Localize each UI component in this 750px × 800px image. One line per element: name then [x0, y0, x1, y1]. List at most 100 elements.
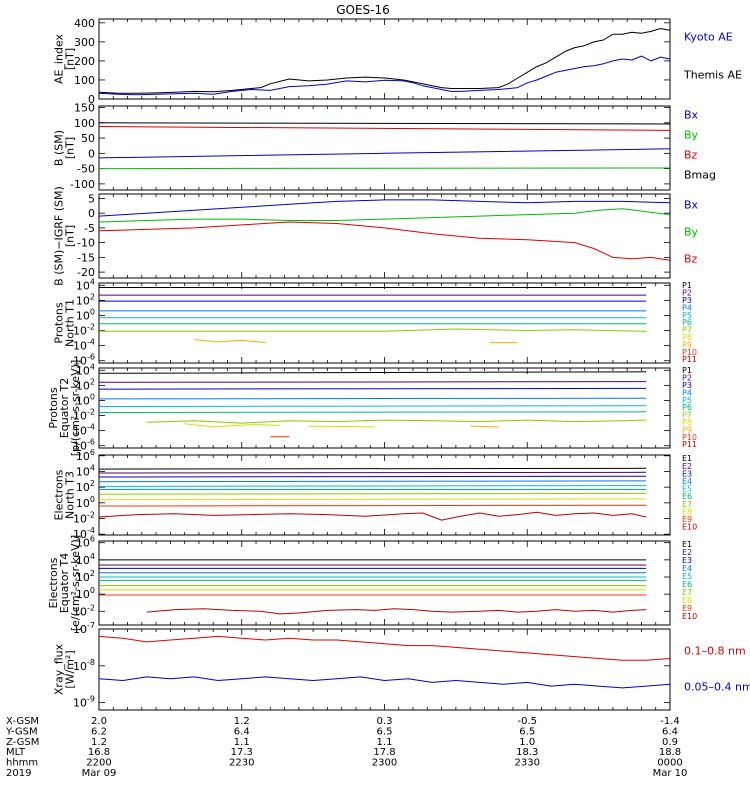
legend-entry-bx: Bx: [684, 198, 699, 211]
y-tick-label: -100: [70, 178, 95, 191]
x-axis-value: 18.8: [659, 747, 681, 758]
y-tick-label: 10-7: [73, 621, 95, 636]
x-axis-value: 0.3: [377, 716, 393, 727]
legend-entry-p3: P3: [682, 296, 692, 305]
y-tick-label: 0: [88, 93, 95, 106]
panel-frame: [98, 367, 671, 449]
x-axis-value: 6.4: [234, 726, 250, 737]
y-tick-label: 100: [76, 495, 95, 510]
y-axis-label: ElectronsEquator T4[e/(cm²-s-sr-keV)]: [47, 535, 82, 631]
x-axis-value: 6.2: [91, 726, 107, 737]
legend-entry-e4: E4: [682, 477, 692, 486]
y-tick-label-exponent: 4: [90, 552, 95, 561]
y-tick-label: 10-4: [73, 423, 95, 438]
y-tick-label: 10-2: [73, 511, 95, 526]
series-line-p7: [146, 419, 647, 424]
x-axis-value: 6.5: [519, 726, 535, 737]
legend-entry-e9: E9: [682, 604, 692, 613]
legend-entry-e2: E2: [682, 462, 692, 471]
series-line-by: [98, 208, 671, 223]
y-tick-label-exponent: -2: [87, 323, 95, 332]
series-line-p9-segment: [470, 425, 499, 428]
y-axis-label-line: [nT]: [64, 137, 77, 159]
y-tick-label-exponent: -9: [87, 695, 95, 704]
legend-entry-p10: P10: [682, 348, 697, 357]
y-tick-label-base: 10: [76, 394, 90, 407]
y-axis-label: ElectronsNorth T3: [53, 469, 77, 520]
y-tick-label-base: 10: [76, 588, 90, 601]
legend-entry-bz: Bz: [684, 148, 698, 161]
y-tick-label: 300: [74, 36, 95, 49]
y-tick-label: 200: [74, 55, 95, 68]
x-axis-value: Mar 09: [82, 768, 117, 779]
y-tick-label: 100: [76, 392, 95, 407]
y-axis-label-line: Equator T2: [58, 378, 71, 438]
series-line-p3: [98, 387, 647, 390]
y-tick-label-exponent: -4: [87, 526, 95, 535]
y-tick-label-exponent: 2: [90, 569, 95, 578]
x-axis-value: 6.5: [377, 726, 393, 737]
x-axis-value: 1.2: [234, 716, 250, 727]
y-tick-label: 100: [74, 117, 95, 130]
legend-entry-0-05-0-4-nm: 0.05–0.4 nm: [684, 680, 750, 693]
y-tick-label-base: 10: [76, 554, 90, 567]
x-axis-value: 1.2: [91, 737, 107, 748]
series-line-bmag: [98, 122, 671, 125]
y-tick-label-base: 10: [73, 513, 87, 526]
legend-entry-e10: E10: [682, 612, 697, 621]
legend-entry-p1: P1: [682, 281, 692, 290]
y-tick-label: 10-2: [73, 408, 95, 423]
legend-entry-e4: E4: [682, 564, 692, 573]
y-axis-label: B (SM)−IGRF (SM)[nT]: [53, 186, 77, 286]
legend-entry-p6: P6: [682, 318, 692, 327]
y-tick-label-exponent: 6: [90, 535, 95, 544]
y-tick-label-exponent: 4: [90, 277, 95, 286]
legend-entry-e2: E2: [682, 548, 692, 557]
legend-entry-e5: E5: [682, 485, 692, 494]
y-axis-label-line: Electrons: [47, 557, 60, 608]
y-tick-label: 400: [74, 17, 95, 30]
legend-entry-by: By: [684, 128, 699, 141]
y-tick-label: 102: [76, 377, 95, 392]
series-line-e7: [98, 492, 647, 495]
series-line-e9: [98, 504, 647, 507]
y-tick-label-exponent: -7: [87, 621, 95, 630]
y-tick-label-exponent: -6: [87, 438, 95, 447]
y-tick-label: 10-6: [73, 438, 95, 453]
legend-entry-p5: P5: [682, 311, 692, 320]
y-tick-label-base: 10: [76, 481, 90, 494]
legend-entry-e7: E7: [682, 500, 692, 509]
y-tick-label: 104: [76, 362, 95, 377]
x-axis-value: Mar 10: [653, 768, 688, 779]
x-axis-value: 2230: [229, 758, 254, 769]
series-line-p8-segment: [308, 425, 376, 428]
legend-entry-p7: P7: [682, 326, 692, 335]
figure-title: GOES-16: [336, 3, 390, 17]
legend-entry-p8: P8: [682, 333, 692, 342]
y-tick-label-exponent: 2: [90, 479, 95, 488]
y-tick-label-exponent: 2: [90, 377, 95, 386]
series-line-bx: [98, 199, 671, 217]
y-axis-label-line: B (SM)−IGRF (SM): [53, 186, 66, 286]
series-line-kyoto-ae: [98, 55, 671, 96]
legend-entry-e5: E5: [682, 572, 692, 581]
x-axis-row-label: Z-GSM: [6, 737, 39, 748]
x-axis-row-label: X-GSM: [6, 716, 39, 727]
legend-entry-p11: P11: [682, 355, 697, 364]
y-tick-label-base: 10: [76, 450, 90, 463]
legend-entry-e6: E6: [682, 580, 692, 589]
legend-entry-e10: E10: [682, 523, 697, 532]
series-line-e8: [98, 498, 647, 501]
y-axis-label-line: AE_index: [53, 33, 66, 84]
y-tick-label: -20: [77, 266, 95, 279]
y-tick-label: 5: [88, 192, 95, 205]
legend-entry-bmag: Bmag: [684, 168, 716, 181]
y-tick-label: -10: [77, 237, 95, 250]
y-axis-label: ProtonsNorth T1: [53, 299, 77, 347]
y-axis-label-line: Equator T4: [58, 553, 71, 613]
legend-entry-kyoto-ae: Kyoto AE: [684, 30, 733, 43]
chart-panel-1: 400 300 200 100 0 AE_index[nT] Kyoto AE Themis …: [53, 17, 742, 106]
